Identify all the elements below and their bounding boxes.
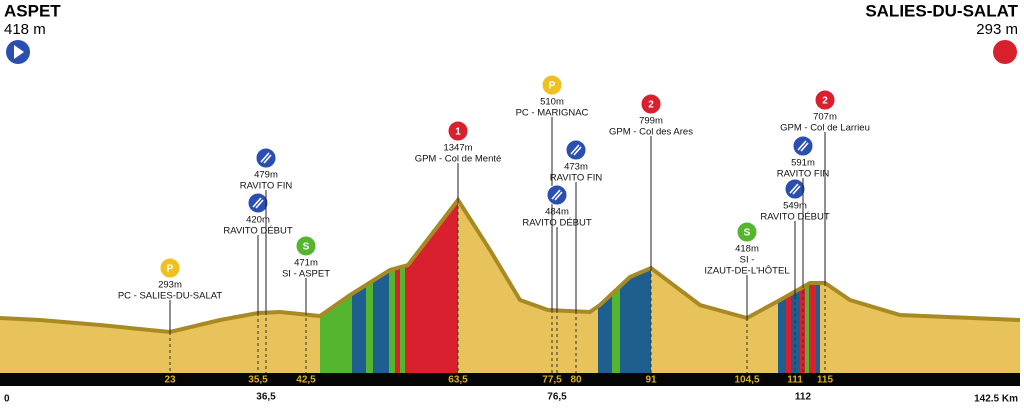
finish-name: SALIES-DU-SALAT: [865, 1, 1018, 20]
point-icon: [546, 184, 568, 206]
km-label: 63,5: [448, 375, 468, 386]
km-label: 111: [787, 375, 803, 386]
start-alt: 418 m: [4, 21, 46, 38]
point-label: RAVITO FIN: [240, 181, 293, 192]
point-alt: 591m: [791, 158, 815, 169]
point-icon: [295, 235, 317, 257]
point-label: GPM - Col des Ares: [609, 127, 693, 138]
point-label: RAVITO FIN: [777, 169, 830, 180]
point-label: RAVITO DÉBUT: [760, 212, 830, 223]
start-icon-arrow: [14, 45, 24, 59]
point-icon: [447, 120, 469, 142]
start-name: ASPET: [4, 1, 61, 20]
point-icon-text: 1: [455, 127, 461, 138]
point-icon-text: S: [303, 242, 310, 253]
point-alt: 420m: [246, 215, 270, 226]
ravito-symbol: [551, 189, 563, 201]
point-label: GPM - Col de Larrieu: [780, 123, 870, 134]
km-label: 115: [817, 375, 834, 386]
point-label: GPM - Col de Menté: [415, 154, 502, 165]
point-label: PC - MARIGNAC: [516, 108, 589, 119]
km-label: 91: [645, 375, 657, 386]
point-alt: 471m: [294, 258, 318, 269]
ravito-symbol: [797, 140, 809, 152]
km-label: 80: [570, 375, 582, 386]
point-icon-text: P: [549, 81, 556, 92]
finish-icon: [993, 40, 1017, 64]
km-label: 36,5: [256, 392, 276, 403]
point-icon: [784, 178, 806, 200]
ravito-symbol: [789, 183, 801, 195]
distance-bar: [0, 373, 1020, 386]
point-icon: [640, 93, 662, 115]
point-icon-text: 2: [822, 96, 828, 107]
point-icon-text: S: [744, 228, 751, 239]
point-label: RAVITO DÉBUT: [522, 218, 592, 229]
point-label: PC - SALIES-DU-SALAT: [118, 291, 223, 302]
ravito-symbol: [260, 152, 272, 164]
point-icon: [255, 147, 277, 169]
km-label: 23: [164, 375, 176, 386]
finish-alt: 293 m: [976, 21, 1018, 38]
point-alt: 510m: [540, 97, 564, 108]
km-label: 42,5: [296, 375, 316, 386]
point-icon-text: 2: [648, 100, 654, 111]
point-icon: [565, 139, 587, 161]
point-alt: 473m: [564, 162, 588, 173]
point-alt: 418m: [735, 244, 759, 255]
point-label: IZAUT-DE-L'HÔTEL: [704, 266, 789, 277]
profile-edge: [0, 196, 1021, 335]
point-alt: 1347m: [443, 143, 472, 154]
point-alt: 799m: [639, 116, 663, 127]
point-icon: [792, 135, 814, 157]
point-label: SI - ASPET: [282, 269, 330, 280]
point-icon: [541, 74, 563, 96]
point-icon: [247, 192, 269, 214]
point-icon-text: P: [167, 264, 174, 275]
point-label: RAVITO DÉBUT: [223, 226, 293, 237]
point-alt: 549m: [783, 201, 807, 212]
point-alt: 484m: [545, 207, 569, 218]
point-icon: [159, 257, 181, 279]
point-alt: 707m: [813, 112, 837, 123]
axis-start: 0: [4, 394, 10, 405]
axis-end: 142.5 Km: [974, 394, 1018, 405]
point-icon: [736, 221, 758, 243]
point-label: RAVITO FIN: [550, 173, 603, 184]
km-label: 104,5: [734, 375, 759, 386]
ravito-symbol: [252, 197, 264, 209]
km-label: 77,5: [542, 375, 562, 386]
km-label: 112: [795, 392, 812, 403]
point-alt: 479m: [254, 170, 278, 181]
km-label: 35,5: [248, 375, 268, 386]
point-label: SI -: [740, 255, 755, 266]
point-alt: 293m: [158, 280, 182, 291]
point-icon: [814, 89, 836, 111]
km-label: 76,5: [547, 392, 567, 403]
ravito-symbol: [570, 144, 582, 156]
